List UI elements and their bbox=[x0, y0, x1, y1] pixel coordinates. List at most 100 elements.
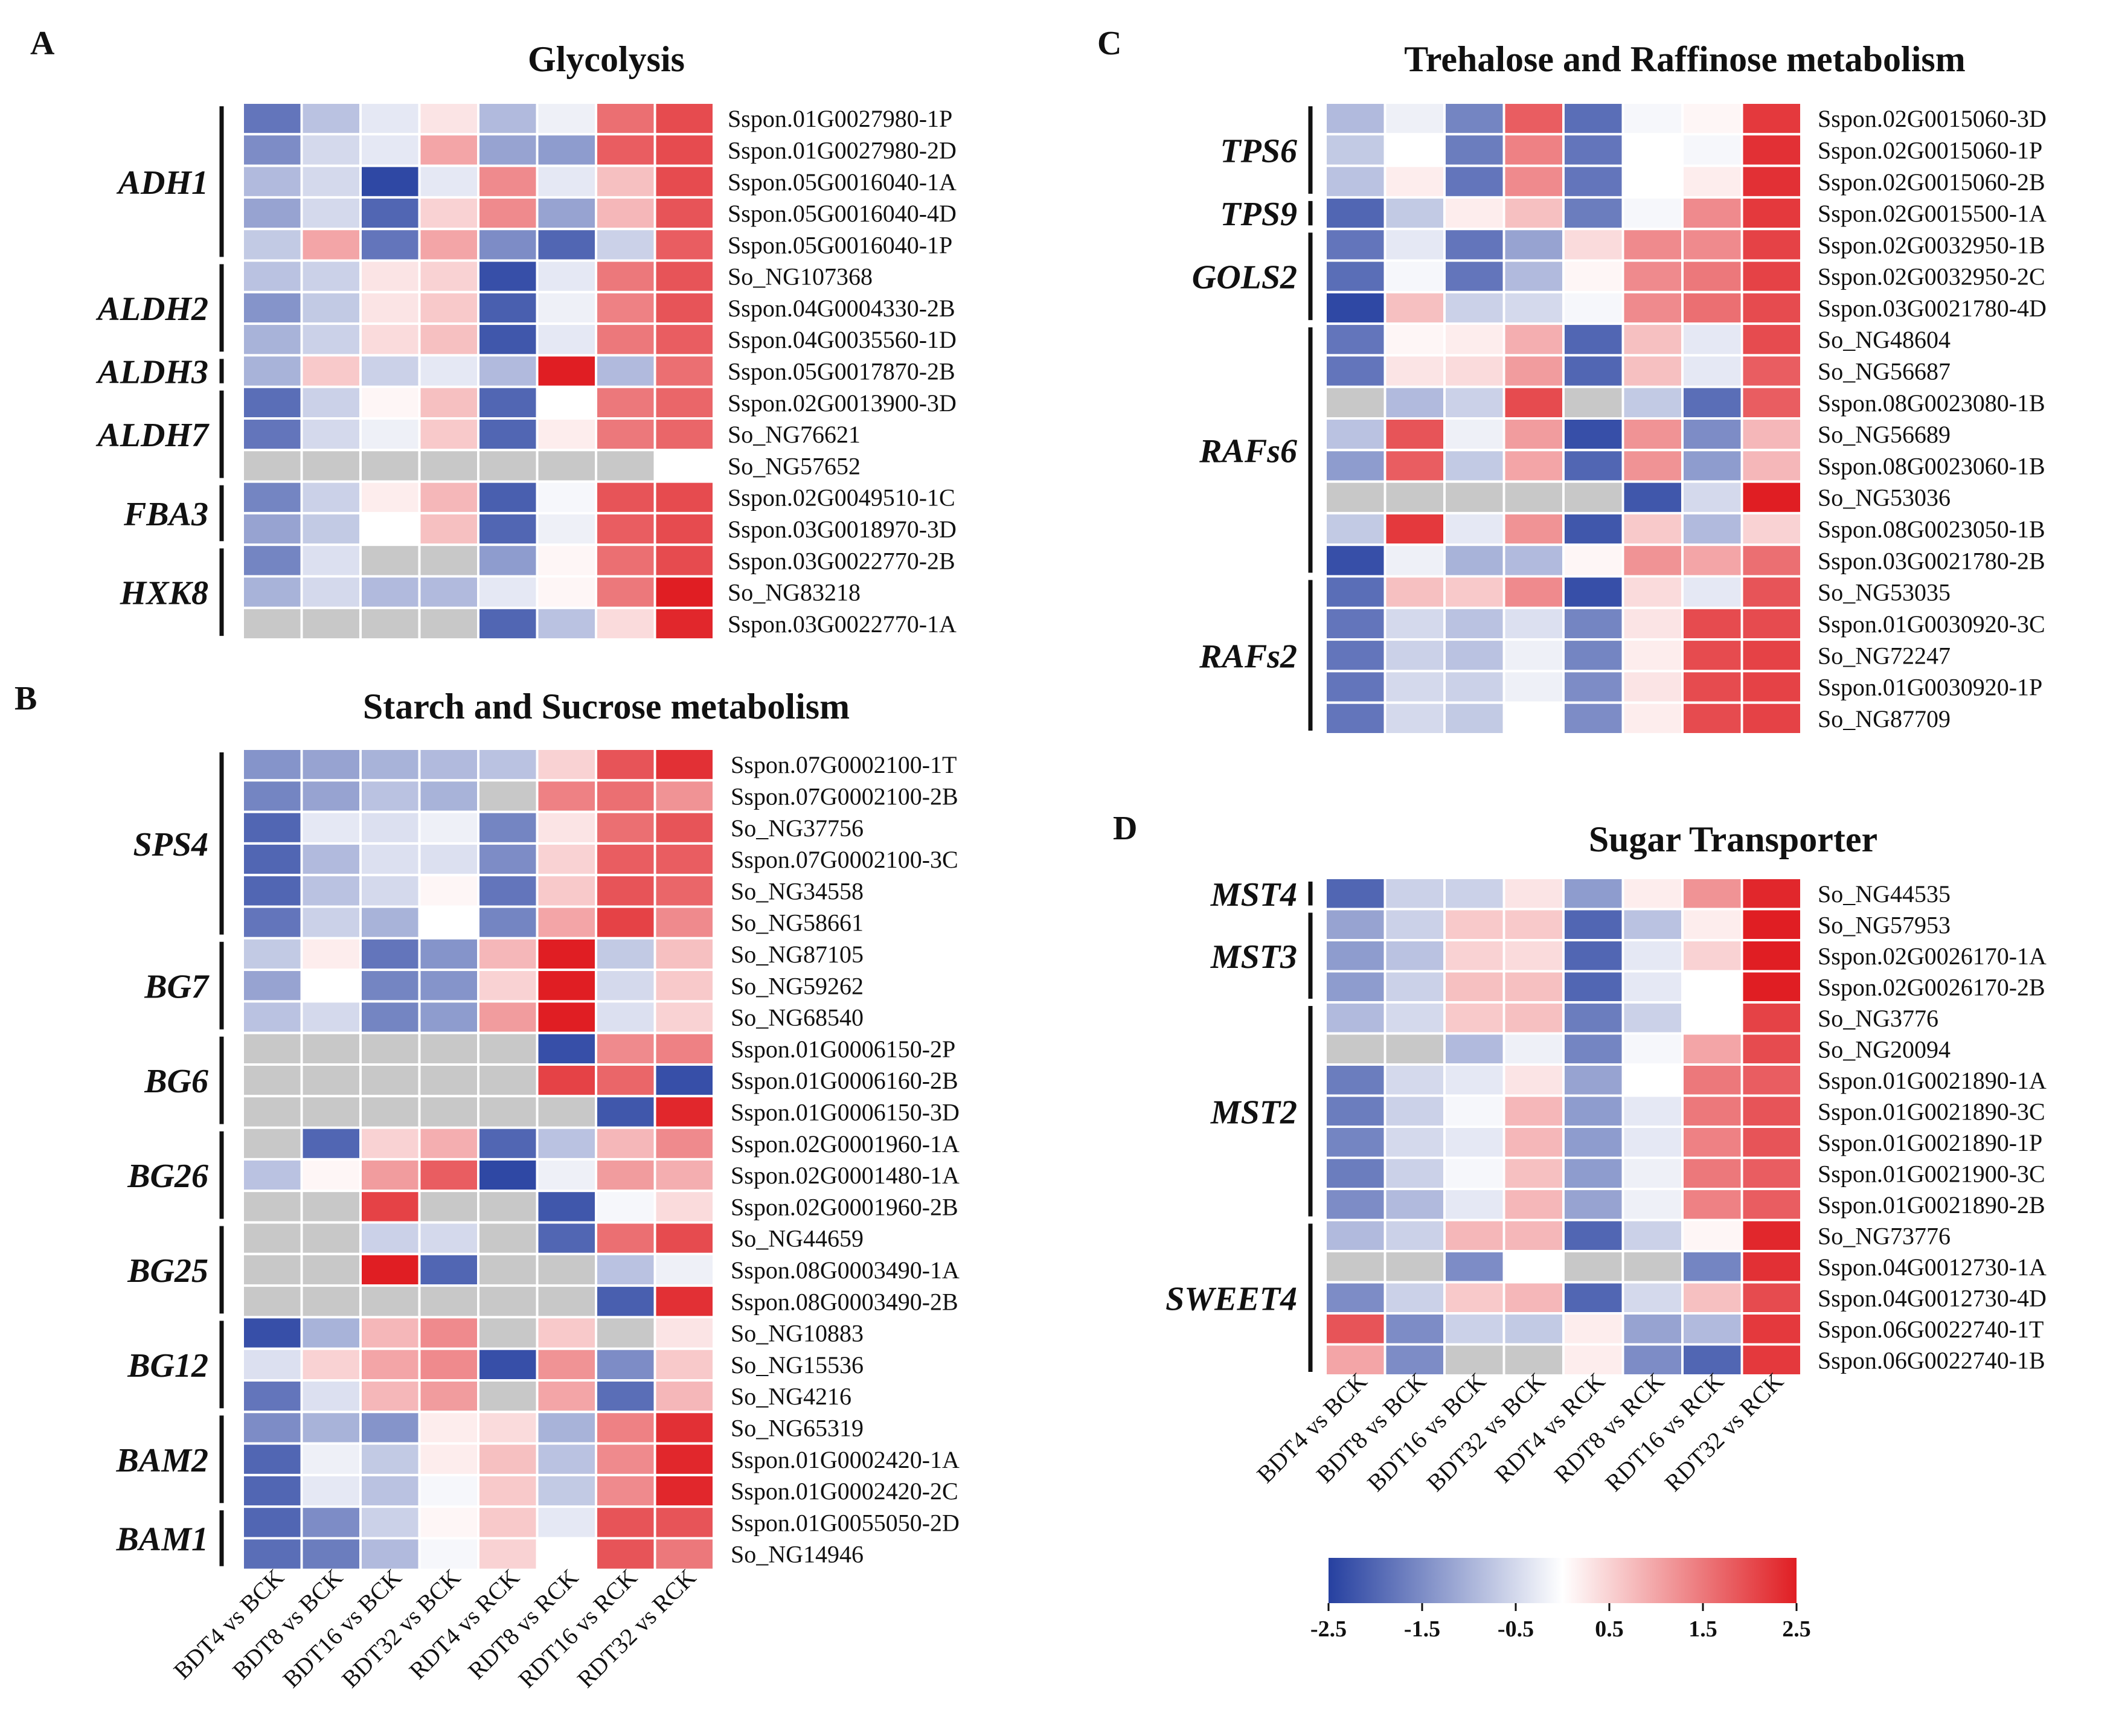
heatmap-cell-sugar-transporter-r11-c6 bbox=[1681, 1219, 1743, 1252]
heatmap-cell-starch-and-sucrose-metabolism-r3-c5 bbox=[536, 842, 597, 877]
heatmap-cell-sugar-transporter-r1-c5 bbox=[1621, 908, 1684, 941]
heatmap-cell-starch-and-sucrose-metabolism-r17-c3 bbox=[418, 1284, 479, 1319]
heatmap-cell-sugar-transporter-r12-c7 bbox=[1740, 1250, 1803, 1284]
heatmap-cell-starch-and-sucrose-metabolism-r15-c3 bbox=[418, 1221, 479, 1255]
heatmap-cell-starch-and-sucrose-metabolism-r20-c0 bbox=[242, 1379, 303, 1414]
heatmap-cell-sugar-transporter-r8-c1 bbox=[1383, 1126, 1446, 1159]
heatmap-cell-glycolysis-r5-c3 bbox=[418, 259, 479, 293]
heatmap-cell-trehalose-and-raffinose-metabolism-r15-c2 bbox=[1443, 575, 1505, 609]
heatmap-cell-trehalose-and-raffinose-metabolism-r12-c6 bbox=[1681, 480, 1743, 514]
heatmap-cell-sugar-transporter-r7-c6 bbox=[1681, 1094, 1743, 1128]
heatmap-cell-starch-and-sucrose-metabolism-r4-c1 bbox=[300, 874, 362, 908]
heatmap-cell-sugar-transporter-r10-c7 bbox=[1740, 1188, 1803, 1222]
heatmap-cell-trehalose-and-raffinose-metabolism-r4-c1 bbox=[1383, 228, 1446, 262]
heatmap-cell-sugar-transporter-r5-c5 bbox=[1621, 1032, 1684, 1066]
heatmap-cell-starch-and-sucrose-metabolism-r14-c2 bbox=[359, 1190, 421, 1224]
heatmap-cell-glycolysis-r2-c0 bbox=[242, 164, 303, 199]
heatmap-cell-sugar-transporter-r6-c3 bbox=[1502, 1063, 1565, 1097]
heatmap-cell-trehalose-and-raffinose-metabolism-r12-c1 bbox=[1383, 480, 1446, 514]
heatmap-cell-glycolysis-r6-c2 bbox=[359, 290, 421, 325]
heatmap-cell-starch-and-sucrose-metabolism-r24-c3 bbox=[418, 1505, 479, 1540]
heatmap-cell-starch-and-sucrose-metabolism-r8-c2 bbox=[359, 1000, 421, 1034]
heatmap-cell-starch-and-sucrose-metabolism-r22-c3 bbox=[418, 1442, 479, 1476]
heatmap-cell-starch-and-sucrose-metabolism-r11-c7 bbox=[653, 1095, 715, 1129]
heatmap-cell-trehalose-and-raffinose-metabolism-r1-c6 bbox=[1681, 133, 1743, 167]
heatmap-cell-trehalose-and-raffinose-metabolism-r10-c6 bbox=[1681, 417, 1743, 452]
row-label-glycolysis-4: Sspon.05G0016040-1P bbox=[728, 231, 952, 258]
heatmap-cell-starch-and-sucrose-metabolism-r9-c5 bbox=[536, 1031, 597, 1066]
heatmap-cell-starch-and-sucrose-metabolism-r12-c2 bbox=[359, 1126, 421, 1161]
row-label-trehalose-and-raffinose-metabolism-17: So_NG72247 bbox=[1818, 642, 1951, 669]
heatmap-cell-sugar-transporter-r11-c7 bbox=[1740, 1219, 1803, 1252]
heatmap-cell-glycolysis-r4-c4 bbox=[477, 228, 539, 262]
heatmap-cell-glycolysis-r8-c7 bbox=[653, 354, 715, 388]
row-label-glycolysis-9: Sspon.02G0013900-3D bbox=[728, 389, 957, 417]
row-label-starch-and-sucrose-metabolism-19: So_NG15536 bbox=[731, 1351, 864, 1379]
heatmap-cell-sugar-transporter-r1-c1 bbox=[1383, 908, 1446, 941]
row-label-glycolysis-2: Sspon.05G0016040-1A bbox=[728, 168, 957, 196]
heatmap-cell-glycolysis-r8-c5 bbox=[536, 354, 597, 388]
row-label-trehalose-and-raffinose-metabolism-16: Sspon.01G0030920-3C bbox=[1818, 610, 2045, 638]
heatmap-cell-glycolysis-r13-c6 bbox=[595, 511, 656, 546]
heatmap-cell-sugar-transporter-r14-c0 bbox=[1324, 1312, 1386, 1346]
heatmap-cell-trehalose-and-raffinose-metabolism-r19-c2 bbox=[1443, 701, 1505, 735]
heatmap-cell-sugar-transporter-r13-c2 bbox=[1443, 1281, 1505, 1315]
heatmap-cell-trehalose-and-raffinose-metabolism-r3-c1 bbox=[1383, 196, 1446, 231]
heatmap-cell-sugar-transporter-r3-c0 bbox=[1324, 970, 1386, 1004]
heatmap-cell-glycolysis-r0-c7 bbox=[653, 101, 715, 136]
heatmap-cell-starch-and-sucrose-metabolism-r4-c3 bbox=[418, 874, 479, 908]
heatmap-cell-starch-and-sucrose-metabolism-r13-c3 bbox=[418, 1158, 479, 1193]
heatmap-cell-starch-and-sucrose-metabolism-r5-c0 bbox=[242, 905, 303, 940]
heatmap-cell-glycolysis-r15-c0 bbox=[242, 575, 303, 609]
heatmap-cell-starch-and-sucrose-metabolism-r6-c5 bbox=[536, 937, 597, 972]
heatmap-cell-trehalose-and-raffinose-metabolism-r0-c2 bbox=[1443, 101, 1505, 136]
heatmap-cell-glycolysis-r16-c1 bbox=[300, 606, 362, 641]
heatmap-cell-starch-and-sucrose-metabolism-r25-c1 bbox=[300, 1537, 362, 1571]
heatmap-cell-trehalose-and-raffinose-metabolism-r8-c7 bbox=[1740, 354, 1803, 388]
group-label-adh1: ADH1 bbox=[117, 164, 208, 202]
row-label-trehalose-and-raffinose-metabolism-6: Sspon.03G0021780-4D bbox=[1818, 295, 2047, 322]
heatmap-cell-glycolysis-r4-c3 bbox=[418, 228, 479, 262]
heatmap-cell-trehalose-and-raffinose-metabolism-r18-c2 bbox=[1443, 670, 1505, 704]
heatmap-cell-starch-and-sucrose-metabolism-r3-c4 bbox=[477, 842, 539, 877]
heatmap-cell-starch-and-sucrose-metabolism-r3-c3 bbox=[418, 842, 479, 877]
row-label-sugar-transporter-15: Sspon.06G0022740-1B bbox=[1818, 1347, 2045, 1374]
heatmap-cell-sugar-transporter-r15-c3 bbox=[1502, 1343, 1565, 1377]
heatmap-cell-sugar-transporter-r2-c1 bbox=[1383, 939, 1446, 973]
heatmap-cell-glycolysis-r9-c7 bbox=[653, 385, 715, 420]
heatmap-cell-starch-and-sucrose-metabolism-r25-c2 bbox=[359, 1537, 421, 1571]
row-label-trehalose-and-raffinose-metabolism-1: Sspon.02G0015060-1P bbox=[1818, 137, 2042, 164]
heatmap-cell-glycolysis-r3-c4 bbox=[477, 196, 539, 231]
heatmap-cell-starch-and-sucrose-metabolism-r11-c1 bbox=[300, 1095, 362, 1129]
heatmap-cell-trehalose-and-raffinose-metabolism-r6-c0 bbox=[1324, 290, 1386, 325]
heatmap-cell-sugar-transporter-r9-c4 bbox=[1562, 1156, 1624, 1190]
row-label-glycolysis-0: Sspon.01G0027980-1P bbox=[728, 105, 952, 132]
heatmap-cell-starch-and-sucrose-metabolism-r6-c1 bbox=[300, 937, 362, 972]
heatmap-cell-trehalose-and-raffinose-metabolism-r0-c5 bbox=[1621, 101, 1684, 136]
heatmap-cell-trehalose-and-raffinose-metabolism-r5-c0 bbox=[1324, 259, 1386, 293]
row-label-starch-and-sucrose-metabolism-8: So_NG68540 bbox=[731, 1004, 864, 1031]
heatmap-cell-starch-and-sucrose-metabolism-r23-c1 bbox=[300, 1473, 362, 1508]
heatmap-cell-sugar-transporter-r15-c7 bbox=[1740, 1343, 1803, 1377]
heatmap-cell-sugar-transporter-r14-c7 bbox=[1740, 1312, 1803, 1346]
heatmap-cell-sugar-transporter-r13-c1 bbox=[1383, 1281, 1446, 1315]
heatmap-cell-starch-and-sucrose-metabolism-r0-c3 bbox=[418, 748, 479, 782]
heatmap-cell-trehalose-and-raffinose-metabolism-r11-c0 bbox=[1324, 449, 1386, 483]
heatmap-cell-starch-and-sucrose-metabolism-r2-c5 bbox=[536, 810, 597, 845]
heatmap-cell-starch-and-sucrose-metabolism-r12-c6 bbox=[595, 1126, 656, 1161]
heatmap-cell-trehalose-and-raffinose-metabolism-r15-c7 bbox=[1740, 575, 1803, 609]
heatmap-cell-glycolysis-r3-c2 bbox=[359, 196, 421, 231]
heatmap-cell-trehalose-and-raffinose-metabolism-r8-c4 bbox=[1562, 354, 1624, 388]
heatmap-cell-starch-and-sucrose-metabolism-r10-c0 bbox=[242, 1063, 303, 1098]
heatmap-cell-starch-and-sucrose-metabolism-r0-c0 bbox=[242, 748, 303, 782]
heatmap-cell-starch-and-sucrose-metabolism-r2-c6 bbox=[595, 810, 656, 845]
heatmap-cell-starch-and-sucrose-metabolism-r18-c6 bbox=[595, 1316, 656, 1350]
heatmap-cell-trehalose-and-raffinose-metabolism-r0-c1 bbox=[1383, 101, 1446, 136]
row-label-trehalose-and-raffinose-metabolism-18: Sspon.01G0030920-1P bbox=[1818, 674, 2042, 701]
heatmap-cell-starch-and-sucrose-metabolism-r23-c3 bbox=[418, 1473, 479, 1508]
heatmap-cell-sugar-transporter-r9-c7 bbox=[1740, 1156, 1803, 1190]
heatmap-cell-trehalose-and-raffinose-metabolism-r18-c6 bbox=[1681, 670, 1743, 704]
row-label-starch-and-sucrose-metabolism-20: So_NG4216 bbox=[731, 1383, 851, 1410]
heatmap-cell-starch-and-sucrose-metabolism-r2-c2 bbox=[359, 810, 421, 845]
heatmap-cell-trehalose-and-raffinose-metabolism-r3-c4 bbox=[1562, 196, 1624, 231]
